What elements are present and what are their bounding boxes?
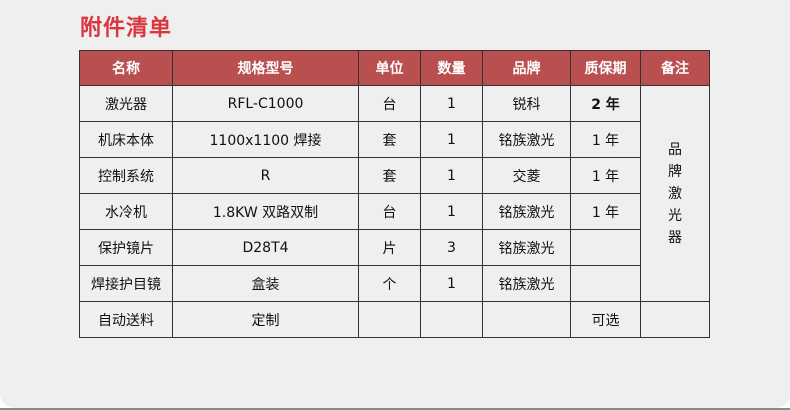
table-row: 机床本体 1100x1100 焊接套 1 铭族激光 1 年 xyxy=(79,121,710,158)
table-cell: 盒装 xyxy=(172,265,359,302)
table-cell: R xyxy=(172,157,359,194)
table-cell: 铭族激光 xyxy=(482,265,571,302)
table-cell: 1 xyxy=(420,85,483,122)
table-row: 激光器 RFL-C1000 台 1 锐科 2 年品牌激光器 xyxy=(79,85,710,302)
table-cell: 1 xyxy=(420,193,483,230)
table-cell: 台 xyxy=(358,85,421,122)
page-title: 附件清单 xyxy=(80,16,173,41)
table-cell: 个 xyxy=(358,265,421,302)
table-cell: 锐科 xyxy=(482,85,571,122)
column-header: 规格型号 xyxy=(172,50,359,86)
table-cell xyxy=(358,301,421,338)
table-cell: 2 年 xyxy=(570,85,641,122)
table-row: 自动送料 定制 可选 xyxy=(79,301,710,338)
column-header: 单位 xyxy=(358,50,421,86)
table-cell: 控制系统 xyxy=(79,157,173,194)
table-cell: 机床本体 xyxy=(79,121,173,158)
table-row: 水冷机 1.8KW 双路双制台 1 铭族激光 1 年 xyxy=(79,193,710,230)
table-cell xyxy=(482,301,571,338)
table-cell: 1 年 xyxy=(570,193,641,230)
table-cell xyxy=(570,265,641,302)
accessory-table: 名称 规格型号 单位 数量 品牌 质保期 备注 激光器 RFL-C1000 台 1 锐科 2 年品牌激… xyxy=(79,50,710,338)
table-cell: 铭族激光 xyxy=(482,229,571,266)
table-cell: 1 xyxy=(420,121,483,158)
table-cell: 定制 xyxy=(172,301,359,338)
table-cell: 自动送料 xyxy=(79,301,173,338)
remark-char: 牌 xyxy=(668,163,682,180)
column-header: 数量 xyxy=(420,50,483,86)
column-header: 质保期 xyxy=(570,50,641,86)
table-cell: 台 xyxy=(358,193,421,230)
table-cell: 1.8KW 双路双制 xyxy=(172,193,359,230)
table-cell: 片 xyxy=(358,229,421,266)
table-cell: D28T4 xyxy=(172,229,359,266)
table-cell: 1 xyxy=(420,157,483,194)
remark-char: 激 xyxy=(668,185,682,202)
table-row: 焊接护目镜 盒装个 1 铭族激光 xyxy=(79,265,710,302)
table-cell: 1100x1100 焊接 xyxy=(172,121,359,158)
table-cell: 交菱 xyxy=(482,157,571,194)
table-cell: 3 xyxy=(420,229,483,266)
column-header: 备注 xyxy=(640,50,710,86)
table-cell: RFL-C1000 xyxy=(172,85,359,122)
table-cell: 激光器 xyxy=(79,85,173,122)
table-cell: 套 xyxy=(358,121,421,158)
remark-char: 光 xyxy=(668,207,682,224)
table-cell: 1 年 xyxy=(570,157,641,194)
remark-char: 器 xyxy=(668,229,682,246)
table-cell: 套 xyxy=(358,157,421,194)
table-cell: 1 xyxy=(420,265,483,302)
table-cell xyxy=(420,301,483,338)
column-header: 名称 xyxy=(79,50,173,86)
table-cell: 铭族激光 xyxy=(482,121,571,158)
table-cell: 铭族激光 xyxy=(482,193,571,230)
column-header: 品牌 xyxy=(482,50,571,86)
table-cell: 水冷机 xyxy=(79,193,173,230)
divider xyxy=(0,408,790,410)
remark-cell: 品牌激光器 xyxy=(640,85,710,302)
table-cell: 焊接护目镜 xyxy=(79,265,173,302)
table-row: 控制系统 R 套 1 交菱 1 年 xyxy=(79,157,710,194)
table-cell: 1 年 xyxy=(570,121,641,158)
table-cell xyxy=(640,301,710,338)
table-row: 保护镜片 D28T4 片 3 铭族激光 xyxy=(79,229,710,266)
table-cell xyxy=(570,229,641,266)
table-cell: 保护镜片 xyxy=(79,229,173,266)
remark-char: 品 xyxy=(668,141,682,158)
table-cell: 可选 xyxy=(570,301,641,338)
